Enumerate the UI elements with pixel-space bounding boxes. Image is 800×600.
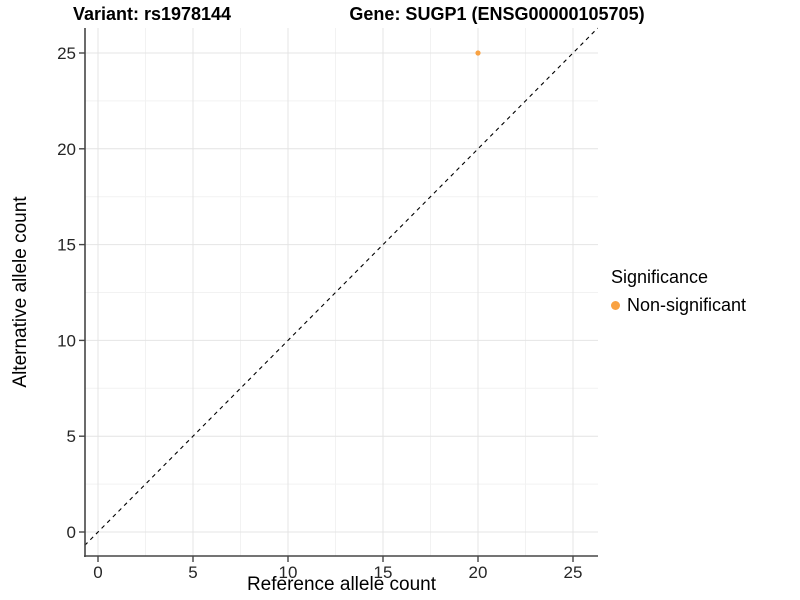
legend: Significance Non-significant [611, 267, 746, 316]
x-tick-label: 5 [188, 563, 197, 582]
y-tick-label: 10 [57, 331, 76, 350]
gene-title: Gene: SUGP1 (ENSG00000105705) [349, 4, 645, 24]
data-point [475, 50, 481, 56]
x-tick-label: 15 [374, 563, 393, 582]
legend-title: Significance [611, 267, 709, 287]
y-tick-label: 20 [57, 140, 76, 159]
y-axis-title: Alternative allele count [10, 196, 31, 388]
x-tick-label: 0 [93, 563, 102, 582]
legend-item: Non-significant [611, 295, 746, 316]
x-tick-label: 20 [469, 563, 488, 582]
legend-point-icon [611, 301, 620, 310]
x-tick-label: 10 [279, 563, 298, 582]
y-tick-label: 25 [57, 44, 76, 63]
y-tick-label: 0 [67, 523, 76, 542]
y-tick-label: 15 [57, 236, 76, 255]
x-axis-title: Reference allele count [246, 574, 437, 595]
variant-title: Variant: rs1978144 [72, 4, 232, 24]
x-tick-label: 25 [564, 563, 583, 582]
identity-line [84, 27, 599, 546]
y-tick-label: 5 [67, 427, 76, 446]
legend-item-label: Non-significant [627, 295, 747, 315]
